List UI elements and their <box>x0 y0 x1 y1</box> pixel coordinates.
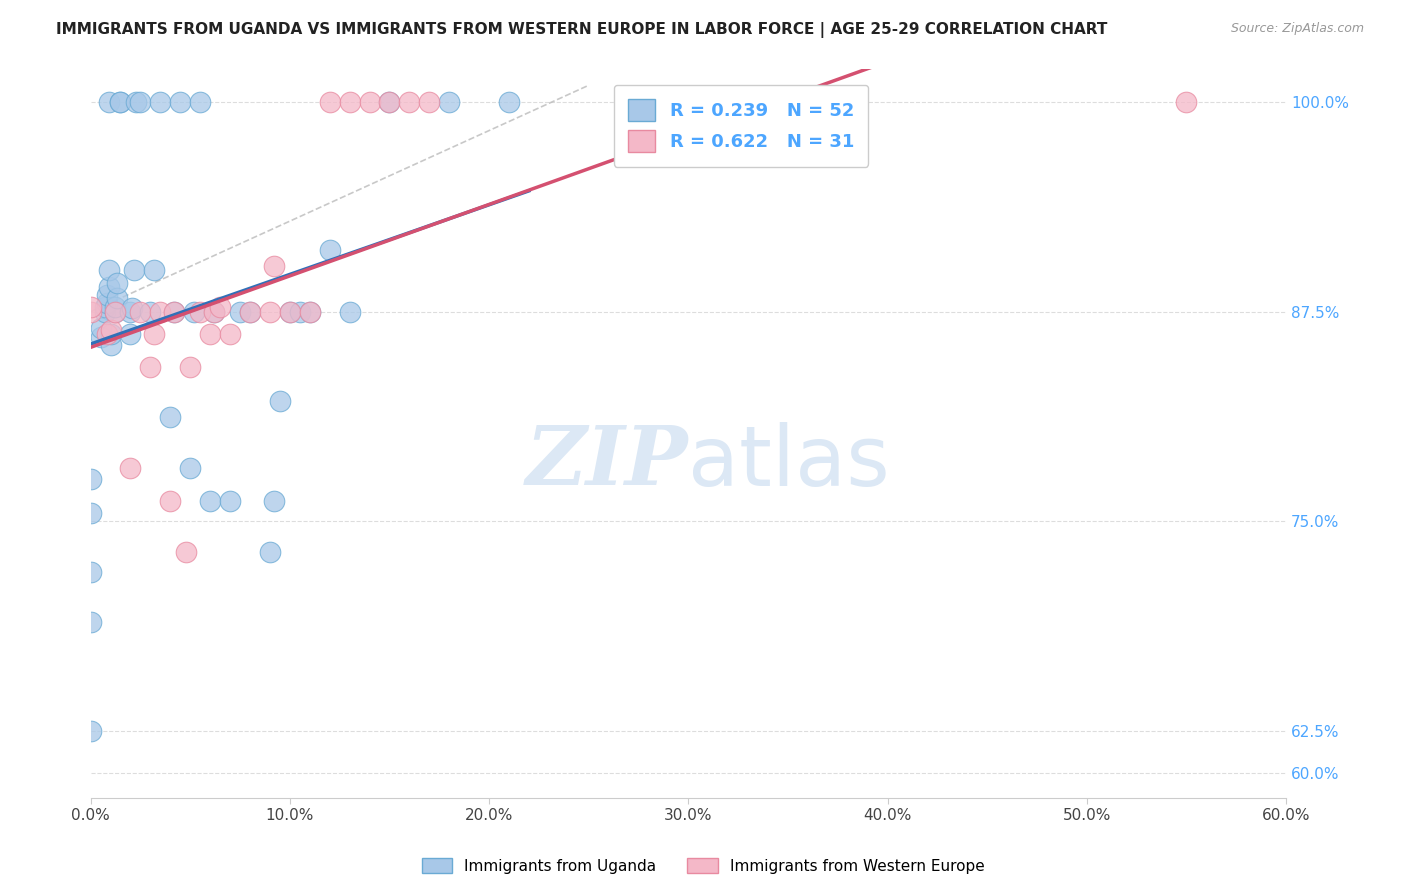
Point <box>339 304 361 318</box>
Text: ZIP: ZIP <box>526 423 689 502</box>
Point <box>79 615 101 629</box>
Point <box>259 304 281 318</box>
Point <box>278 304 301 318</box>
Point <box>239 304 262 318</box>
Point <box>93 300 115 314</box>
Point <box>125 95 148 109</box>
Point <box>90 321 112 335</box>
Point <box>139 359 162 374</box>
Point <box>100 338 122 352</box>
Point <box>1175 95 1198 109</box>
Point <box>378 95 401 109</box>
Point <box>288 304 311 318</box>
Point <box>188 304 211 318</box>
Point <box>129 304 152 318</box>
Point <box>79 506 101 520</box>
Point <box>202 304 225 318</box>
Point <box>149 304 172 318</box>
Point <box>263 260 285 274</box>
Point <box>498 95 520 109</box>
Point <box>93 304 115 318</box>
Point <box>263 494 285 508</box>
Point <box>143 326 166 341</box>
Point <box>278 304 301 318</box>
Point <box>179 460 201 475</box>
Point <box>359 95 381 109</box>
Point <box>143 262 166 277</box>
Point <box>79 304 101 318</box>
Point <box>90 330 112 344</box>
Point <box>97 262 120 277</box>
Text: Source: ZipAtlas.com: Source: ZipAtlas.com <box>1230 22 1364 36</box>
Point <box>96 288 118 302</box>
Point <box>229 304 252 318</box>
Point <box>174 544 197 558</box>
Point <box>79 472 101 486</box>
Point <box>209 300 232 314</box>
Point <box>120 304 142 318</box>
Point <box>96 296 118 310</box>
Point <box>198 326 221 341</box>
Legend: R = 0.239   N = 52, R = 0.622   N = 31: R = 0.239 N = 52, R = 0.622 N = 31 <box>613 85 869 167</box>
Point <box>163 304 186 318</box>
Legend: Immigrants from Uganda, Immigrants from Western Europe: Immigrants from Uganda, Immigrants from … <box>415 852 991 880</box>
Point <box>121 301 143 316</box>
Point <box>219 326 242 341</box>
Point <box>139 304 162 318</box>
Point <box>418 95 440 109</box>
Point <box>169 95 191 109</box>
Point <box>298 304 321 318</box>
Point <box>163 304 186 318</box>
Point <box>79 723 101 738</box>
Point <box>79 565 101 579</box>
Point <box>103 304 125 318</box>
Point <box>188 95 211 109</box>
Point <box>202 304 225 318</box>
Point <box>239 304 262 318</box>
Point <box>378 95 401 109</box>
Point <box>149 95 172 109</box>
Point <box>318 95 340 109</box>
Point <box>105 276 128 290</box>
Point <box>110 95 132 109</box>
Point <box>183 304 205 318</box>
Point <box>159 410 181 425</box>
Text: IMMIGRANTS FROM UGANDA VS IMMIGRANTS FROM WESTERN EUROPE IN LABOR FORCE | AGE 25: IMMIGRANTS FROM UGANDA VS IMMIGRANTS FRO… <box>56 22 1108 38</box>
Point <box>259 544 281 558</box>
Point <box>318 243 340 257</box>
Point <box>100 326 122 341</box>
Point <box>100 323 122 337</box>
Point <box>120 326 142 341</box>
Point <box>96 326 118 341</box>
Point <box>97 95 120 109</box>
Point <box>103 300 125 314</box>
Point <box>97 279 120 293</box>
Point <box>105 291 128 305</box>
Point <box>269 393 291 408</box>
Point <box>120 460 142 475</box>
Point <box>439 95 461 109</box>
Point <box>103 304 125 318</box>
Point <box>198 494 221 508</box>
Point <box>110 95 132 109</box>
Point <box>79 300 101 314</box>
Point <box>129 95 152 109</box>
Point <box>339 95 361 109</box>
Point <box>298 304 321 318</box>
Point <box>159 494 181 508</box>
Point <box>219 494 242 508</box>
Point <box>179 359 201 374</box>
Point <box>398 95 420 109</box>
Point <box>124 262 146 277</box>
Text: atlas: atlas <box>689 422 890 503</box>
